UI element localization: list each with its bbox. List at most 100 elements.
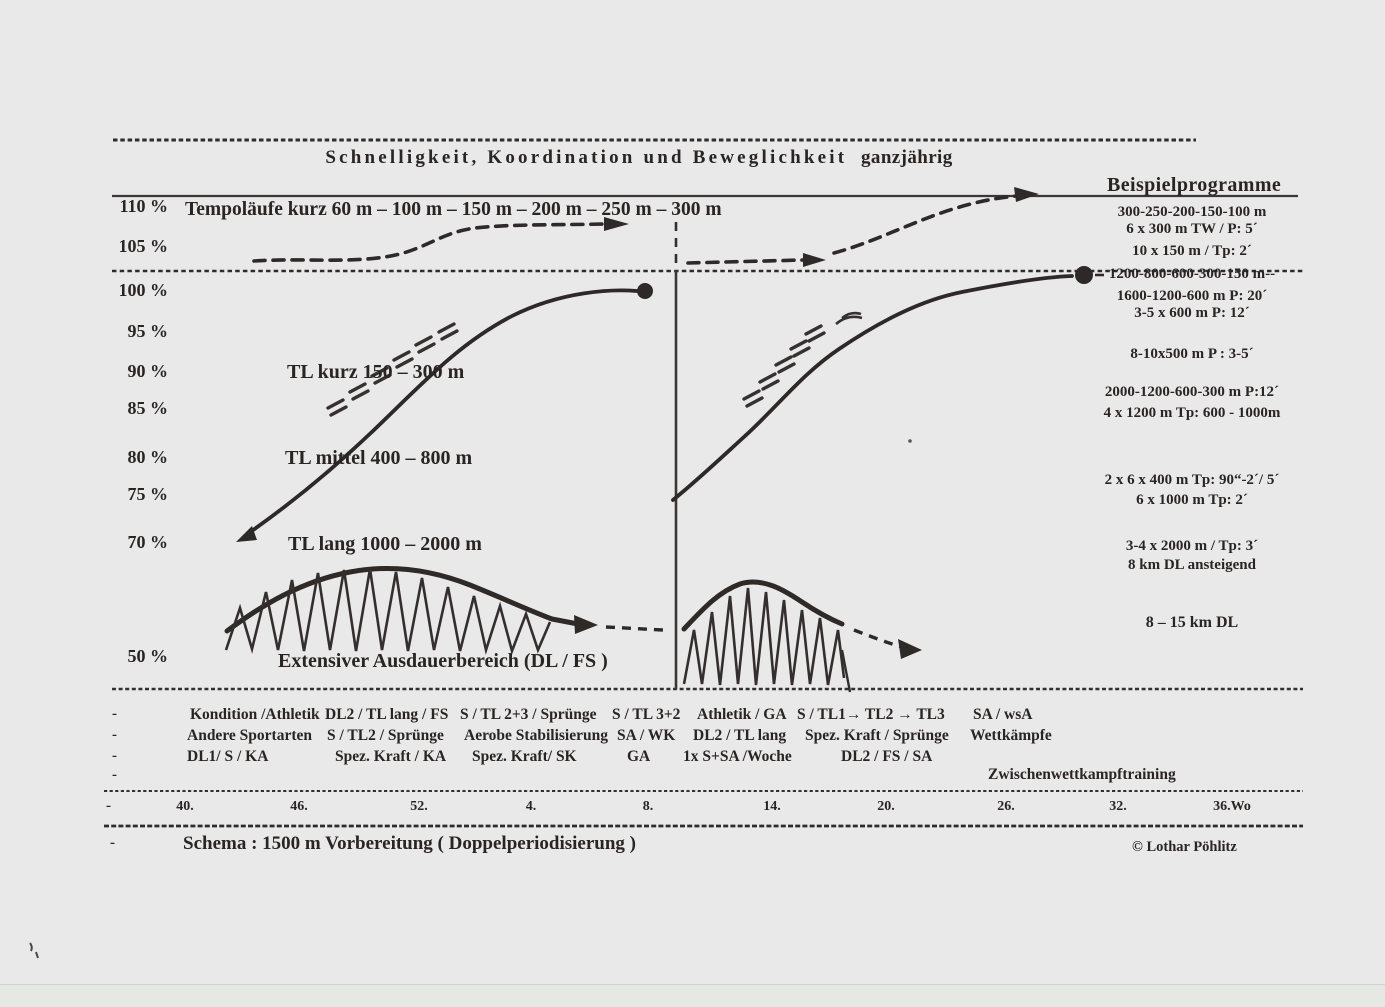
programs-column: 300-250-200-150-100 m 6 x 300 m TW / P: … [1062,0,1322,700]
program-item: 6 x 1000 m Tp: 2´ [1136,492,1248,508]
page-title-main: Schnelligkeit, Koordination und Beweglic… [325,147,848,168]
ink-speck [908,439,912,443]
week-tick: 26. [997,799,1015,814]
margin-dash: - [112,767,117,783]
endurance-dashed-tail-right [853,628,903,649]
endurance-arrowhead-right [898,639,922,659]
small-arc-marks-right [835,311,863,326]
week-tick: 20. [877,799,895,814]
phase-cell: Athletik / GA [697,706,787,723]
copyright: © Lothar Pöhlitz [1132,839,1237,855]
phase-cell: Spez. Kraft/ SK [472,748,577,765]
phase-cell: DL2 / TL lang [693,727,787,744]
program-item: 10 x 150 m / Tp: 2´ [1132,243,1252,259]
axis-label-110: 110 % [119,196,168,216]
axis-label-100: 100 % [118,280,169,300]
week-tick: 46. [290,799,308,814]
phase-cell: SA / WK [617,727,676,744]
intensity-curve-left-end-dot [637,283,653,299]
endurance-arrow-shaft-left [551,616,579,627]
intensity-curve-left [244,288,639,537]
margin-dash: - [110,835,115,851]
program-item: 3-5 x 600 m P: 12´ [1134,305,1250,321]
phase-cell: S / TL2 / Sprünge [327,727,444,744]
phase-cell: SA / wsA [973,706,1033,723]
week-tick: 14. [763,799,781,814]
phase-cell: Zwischenwettkampftraining [988,766,1176,783]
endurance-zigzag-right [682,587,846,686]
tl-kurz-label: TL kurz 150 – 300 m [287,361,465,383]
tl-lang-label: TL lang 1000 – 2000 m [288,533,482,555]
program-item: 8 km DL ansteigend [1128,557,1256,573]
program-item: 3-4 x 2000 m / Tp: 3´ [1125,538,1259,554]
margin-dash: - [112,748,117,764]
program-item: 300-250-200-150-100 m [1117,204,1267,220]
endurance-arrowhead-left [574,615,598,634]
week-tick: 32. [1109,799,1127,814]
phase-cell: S / TL 2+3 / Sprünge [460,706,597,723]
program-item: 2 x 6 x 400 m Tp: 90“-2´/ 5´ [1104,472,1280,488]
phase-cell: Spez. Kraft / Sprünge [805,727,949,744]
margin-dash: - [112,727,117,743]
phase-cell: Wettkämpfe [970,727,1052,744]
week-tick: 8. [642,799,654,814]
intensity-curve-right-end-dot [1075,266,1093,284]
program-item: 4 x 1200 m Tp: 600 - 1000m [1103,405,1281,421]
endurance-zigzag-left [224,568,552,656]
phase-cell: DL2 / TL lang / FS [325,706,449,723]
axis-label-70: 70 % [127,532,169,552]
phase-cell: Spez. Kraft / KA [335,748,447,765]
axis-label-80: 80 % [127,447,169,467]
axis-label-105: 105 % [118,236,169,256]
phase-cell: Aerobe Stabilisierung [464,727,608,744]
axis-label-95: 95 % [127,321,169,341]
phase-cell: S / TL1→ TL2 → TL3 [797,706,945,723]
phase-cell: GA [627,748,651,765]
programs-heading: Beispielprogramme [1107,174,1282,196]
program-item: 6 x 300 m TW / P: 5´ [1126,221,1258,237]
week-tick: 4. [525,799,537,814]
speed-arrowhead-top-right [1014,187,1039,202]
endurance-envelope-left [224,565,555,634]
program-item: 1600-1200-600 m P: 20´ [1116,288,1268,304]
endurance-dashed-tail-left [605,625,664,632]
program-item: 1200-800-600-300-150 m-- [1108,266,1276,282]
phase-cell: DL1/ S / KA [187,748,269,765]
intensity-curve-right [671,274,1074,502]
parallel-tick-marks-right [742,324,826,408]
tempolaeufe-label: Tempoläufe kurz 60 m – 100 m – 150 m – 2… [185,199,722,220]
margin-dash: - [106,798,111,814]
speed-arrowhead-mid-right [803,253,826,267]
endurance-stray-stroke-right [840,649,852,693]
axis-label-50: 50 % [127,646,169,666]
phase-cell: DL2 / FS / SA [841,748,933,765]
scan-edge-strip [0,984,1385,1007]
ausdauer-label: Extensiver Ausdauerbereich (DL / FS ) [278,650,608,672]
schema-caption: Schema : 1500 m Vorbereitung ( Doppelper… [183,833,637,854]
program-item: 8 – 15 km DL [1145,614,1239,631]
axis-label-90: 90 % [127,361,169,381]
tl-mittel-label: TL mittel 400 – 800 m [285,447,473,469]
phase-cell: Andere Sportarten [187,727,312,744]
margin-dash: - [112,706,117,722]
endurance-envelope-right [681,579,845,632]
page-title: Schnelligkeit, Koordination und Beweglic… [0,147,1278,169]
speed-dashed-flat-right [686,258,805,265]
corner-scribble [29,942,39,959]
phase-cell: S / TL 3+2 [612,706,681,723]
axis-label-85: 85 % [127,398,169,418]
speed-arrowhead-left [604,217,629,231]
week-tick: 52. [410,799,428,814]
speed-dashed-curve-left [252,222,606,263]
axis-label-75: 75 % [127,484,169,504]
page-title-suffix: ganzjährig [861,147,953,168]
phase-cell: 1x S+SA /Woche [683,748,792,765]
week-tick: 36.Wo [1213,799,1251,814]
parallel-tick-marks-left [326,322,459,417]
speed-dashed-rise-right [832,194,1018,255]
program-item: 8-10x500 m P : 3-5´ [1130,346,1254,362]
intensity-curve-left-start-arrow [236,526,257,542]
phase-cell: Kondition /Athletik [190,706,320,723]
